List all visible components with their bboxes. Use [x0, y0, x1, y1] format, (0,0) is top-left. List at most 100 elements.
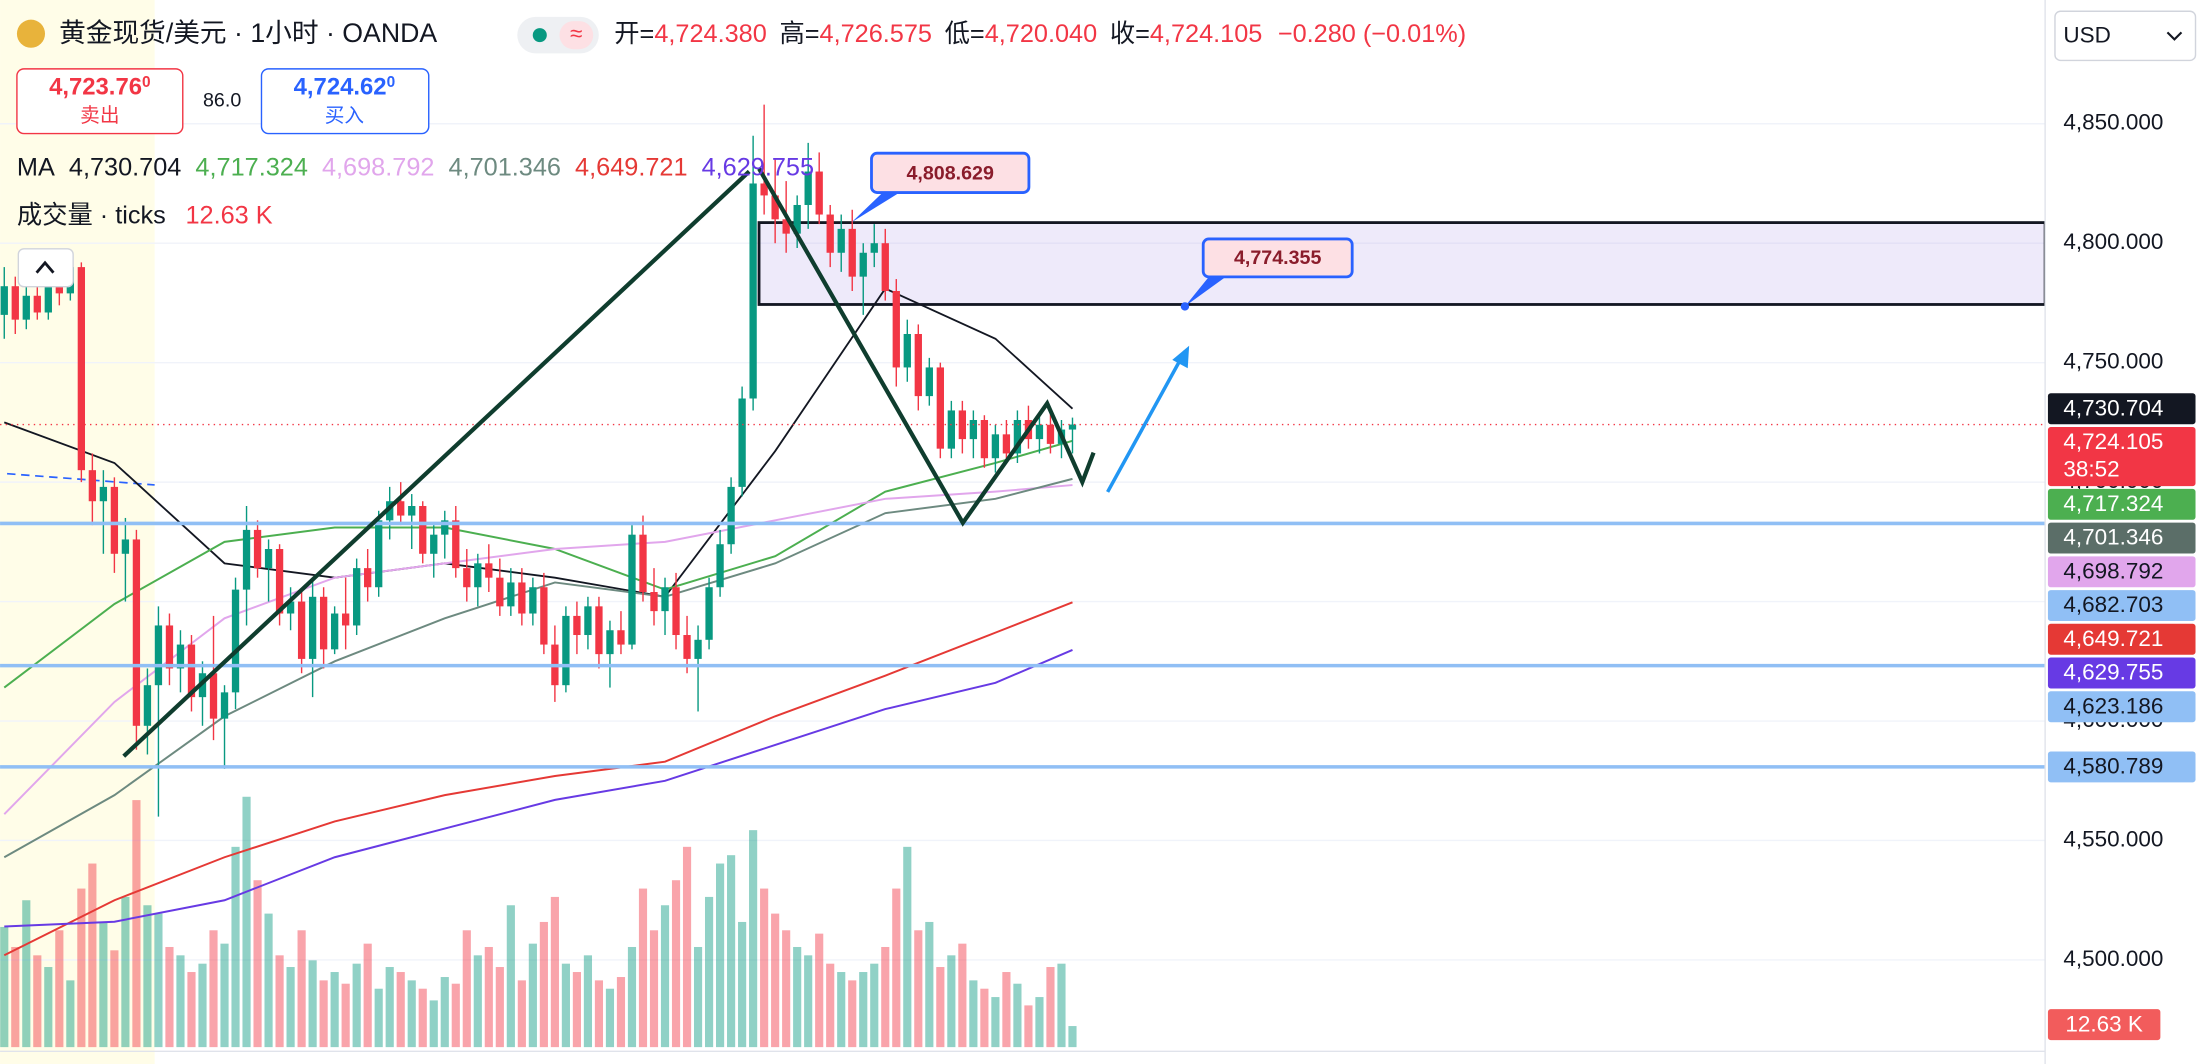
- volume-bar: [572, 972, 581, 1048]
- price-tag-label: 4,649.721: [2063, 626, 2163, 651]
- candle-body: [1013, 420, 1022, 454]
- collapse-icon: [35, 260, 55, 274]
- volume-bar: [407, 980, 416, 1048]
- symbol-title[interactable]: 黄金现货/美元 · 1小时 · OANDA: [59, 18, 437, 48]
- candle: [837, 214, 845, 272]
- candle: [1046, 410, 1055, 454]
- candle: [242, 506, 251, 626]
- ma-value: 4,629.755: [702, 153, 814, 181]
- candle: [1002, 420, 1011, 464]
- candle: [1013, 410, 1022, 464]
- candle-body: [507, 582, 515, 607]
- candle-body: [782, 219, 790, 234]
- candle-body: [540, 587, 548, 645]
- price-tag: [2047, 393, 2196, 425]
- candle-body: [991, 434, 1000, 459]
- price-tag-label: 4,698.792: [2063, 558, 2163, 583]
- volume-bar: [539, 921, 548, 1048]
- candle-body: [353, 568, 361, 626]
- volume-bar: [473, 955, 482, 1048]
- candle: [1068, 417, 1077, 454]
- ohlc: 开=4,724.380 高=4,726.575 低=4,720.040 收=4,…: [614, 20, 1466, 48]
- sell-button[interactable]: [16, 68, 184, 135]
- volume-bar: [561, 963, 570, 1048]
- candle-body: [44, 281, 52, 313]
- candle: [88, 453, 97, 526]
- volume-bar: [209, 930, 218, 1048]
- candle-body: [430, 534, 438, 554]
- candle-body: [705, 587, 713, 640]
- callout-box[interactable]: [870, 151, 1031, 194]
- volume-bar: [881, 946, 890, 1048]
- volume-bar: [121, 896, 130, 1048]
- candle: [143, 668, 152, 755]
- volume-bar: [716, 863, 725, 1048]
- price-tag-label: 4,717.324: [2063, 491, 2163, 516]
- candle: [121, 517, 130, 602]
- candle: [540, 572, 548, 655]
- volume-bar: [33, 955, 42, 1048]
- candle-body: [485, 563, 493, 578]
- volume-bar: [550, 896, 559, 1048]
- candle-body: [606, 630, 614, 655]
- collapse-button[interactable]: [17, 248, 74, 288]
- candle-body: [319, 596, 328, 650]
- callout-box[interactable]: [1201, 237, 1354, 279]
- callout-label: 4,774.355: [1234, 247, 1322, 269]
- volume-bar: [385, 967, 394, 1048]
- price-tag: [2047, 751, 2196, 783]
- change: −0.280 (−0.01%): [1278, 20, 1466, 48]
- ma-value: 4,730.704: [69, 153, 181, 181]
- volume-bar: [991, 997, 1000, 1048]
- candle-body: [242, 529, 251, 590]
- volume-bar: [804, 955, 813, 1048]
- candle: [826, 204, 834, 268]
- candle: [705, 577, 713, 650]
- y-tick-label: 4,800.000: [2063, 229, 2163, 254]
- volume-bar: [11, 946, 20, 1048]
- currency-select[interactable]: [2054, 10, 2197, 62]
- candle-body: [286, 601, 295, 614]
- volume-bar: [286, 967, 295, 1048]
- volume-bar: [220, 943, 229, 1048]
- status-dot: [532, 28, 547, 43]
- candle: [573, 601, 581, 655]
- volume-bar: [848, 980, 857, 1048]
- candle: [386, 486, 394, 540]
- candle-body: [639, 534, 647, 593]
- volume-bar: [517, 980, 526, 1048]
- candle-body: [672, 587, 680, 636]
- volume-bar: [44, 967, 53, 1048]
- price-tag-label: 4,701.346: [2063, 525, 2163, 550]
- candle: [176, 630, 185, 693]
- candle-body: [683, 635, 691, 659]
- candle: [881, 228, 889, 301]
- candle-body: [408, 506, 416, 516]
- volume-bar: [793, 946, 802, 1048]
- ohlc-label: 低=: [945, 20, 985, 48]
- buy-button[interactable]: [260, 68, 430, 135]
- candle-body: [804, 171, 812, 205]
- price-tag: [2047, 657, 2196, 689]
- volume-bar: [88, 863, 97, 1048]
- volume-bar: [297, 930, 306, 1048]
- volume-bar: [892, 888, 901, 1048]
- volume-bar: [1035, 997, 1044, 1048]
- candle: [99, 470, 108, 554]
- candle-body: [264, 549, 273, 569]
- candle: [694, 625, 702, 712]
- volume-bar: [341, 983, 350, 1048]
- candle-body: [187, 644, 196, 698]
- candle: [628, 525, 636, 650]
- ohlc-label: 高=: [779, 20, 819, 48]
- candle-body: [903, 333, 911, 368]
- candle-body: [452, 520, 460, 569]
- candle: [716, 529, 724, 597]
- y-tick-label: 4,750.000: [2063, 349, 2163, 374]
- candle-body: [694, 639, 702, 659]
- candle-body: [936, 367, 944, 449]
- pattern-line: [757, 167, 1096, 527]
- volume-bar: [484, 946, 493, 1048]
- price-tag-label: 4,682.703: [2063, 592, 2163, 617]
- candle: [507, 568, 515, 616]
